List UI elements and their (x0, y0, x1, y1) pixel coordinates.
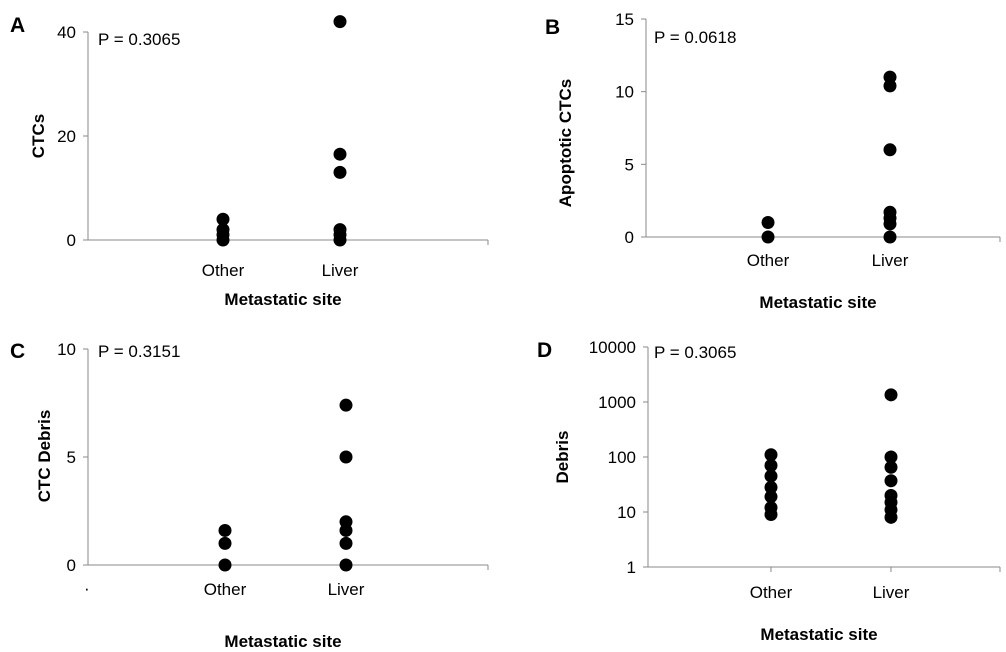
panel-d-y-tick-label: 1000 (598, 393, 636, 412)
panel-c-stray-mark: · (84, 579, 90, 598)
panel-a-p-value: P = 0.3065 (98, 30, 180, 49)
panel-d-letter: D (537, 339, 552, 362)
panel-b-y-axis-label: Apoptotic CTCs (556, 79, 575, 207)
panel-c-data-point (339, 398, 353, 412)
panel-b-x-axis-label: Metastatic site (759, 293, 876, 312)
panel-a-x-tick-label: Other (202, 261, 245, 280)
panel-d-data-point (764, 508, 778, 522)
panel-c-y-axis-label: CTC Debris (35, 410, 54, 503)
panel-a-y-axis-label: CTCs (29, 114, 48, 158)
panel-b-x-tick-label: Liver (872, 251, 909, 270)
panel-b-data-point (883, 79, 897, 93)
panel-b-y-tick-label: 5 (625, 155, 634, 174)
panel-b-x-tick-label: Other (747, 251, 790, 270)
panel-d-y-tick-label: 10 (617, 503, 636, 522)
panel-d-data-point (884, 388, 898, 402)
panel-a-data-point (333, 15, 347, 29)
panel-a-data-point (216, 233, 230, 247)
panel-d-data-point (764, 490, 778, 504)
panel-c-p-value: P = 0.3151 (98, 342, 180, 361)
panel-a-y-tick-label: 0 (67, 231, 76, 250)
panel-c-x-axis-label: Metastatic site (224, 632, 341, 651)
panel-b-data-point (883, 143, 897, 157)
panel-d-x-tick-label: Liver (873, 583, 910, 602)
panel-b-y-tick-label: 10 (615, 83, 634, 102)
panel-b-data-point (761, 230, 775, 244)
panel-d-y-tick-label: 10000 (589, 338, 636, 357)
panel-a-data-point (333, 147, 347, 161)
panel-b-letter: B (545, 16, 560, 39)
panel-c-letter: C (10, 340, 25, 363)
panel-c-x-tick-label: Other (204, 580, 247, 599)
panel-d-data-point (884, 474, 898, 488)
panel-a-data-point (333, 165, 347, 179)
panel-c-data-point (339, 536, 353, 550)
panel-d-y-tick-label: 100 (608, 448, 636, 467)
panel-d-x-axis-label: Metastatic site (760, 625, 877, 644)
panel-c-y-tick-label: 5 (67, 448, 76, 467)
panel-a-data-point (216, 212, 230, 226)
panel-d-data-point (884, 510, 898, 524)
panel-d-data-point (764, 469, 778, 483)
panel-d-data-point (764, 448, 778, 462)
panel-c-data-point (218, 536, 232, 550)
panel-a-y-tick-label: 40 (57, 23, 76, 42)
panel-c-data-point (218, 523, 232, 537)
panel-b-data-point (883, 230, 897, 244)
panel-b-y-tick-label: 15 (615, 10, 634, 29)
panel-c-data-point (339, 558, 353, 572)
panel-d-x-tick-label: Other (750, 583, 793, 602)
panel-b-y-tick-label: 0 (625, 228, 634, 247)
panel-c-y-tick-label: 0 (67, 556, 76, 575)
panel-a-y-tick-label: 20 (57, 127, 76, 146)
panel-b-p-value: P = 0.0618 (654, 28, 736, 47)
panel-c-x-tick-label: Liver (328, 580, 365, 599)
panel-a-letter: A (10, 14, 25, 37)
panel-d-data-point (884, 450, 898, 464)
panel-d-y-axis-label: Debris (553, 431, 572, 484)
panel-d-data-point (764, 459, 778, 473)
panel-d-data-point (764, 480, 778, 494)
panel-c-data-point (339, 450, 353, 464)
panel-d-y-tick-label: 1 (627, 558, 636, 577)
panel-c-y-tick-label: 10 (57, 340, 76, 359)
panel-a-x-tick-label: Liver (322, 261, 359, 280)
panel-b-data-point (761, 215, 775, 229)
panel-a-x-axis-label: Metastatic site (224, 290, 341, 309)
panel-a-data-point (333, 233, 347, 247)
panel-d-p-value: P = 0.3065 (654, 343, 736, 362)
panel-c-data-point (339, 523, 353, 537)
panel-d-data-point (884, 460, 898, 474)
panel-b-data-point (883, 217, 897, 231)
panel-c-data-point (218, 558, 232, 572)
